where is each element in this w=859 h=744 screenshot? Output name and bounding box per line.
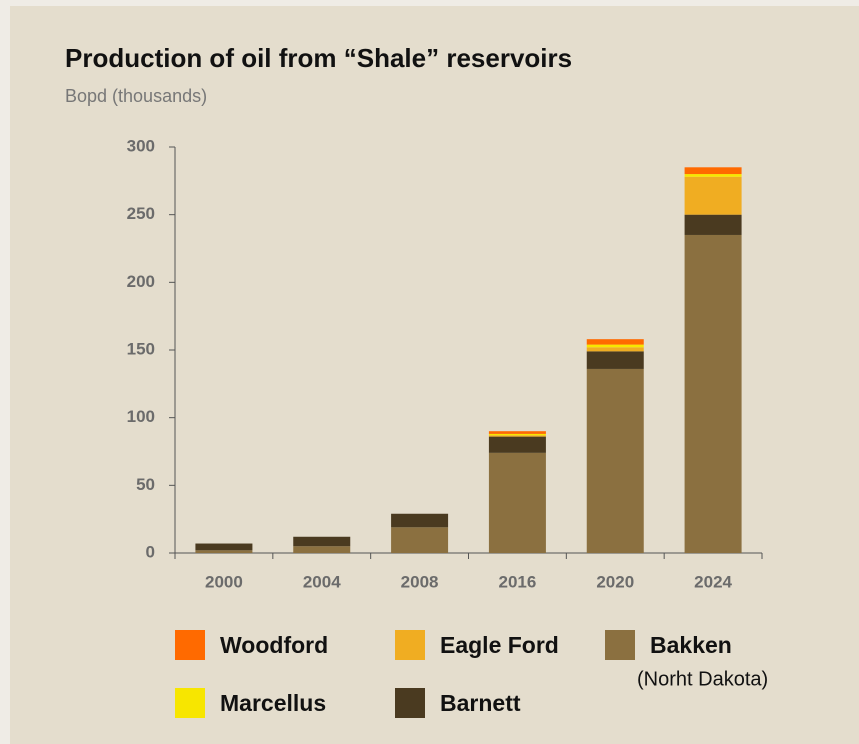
legend-note: (Norht Dakota) — [637, 668, 768, 690]
legend-label: Bakken — [650, 632, 732, 658]
legend-label: Woodford — [220, 632, 328, 658]
y-tick-label: 50 — [136, 475, 155, 494]
bar-segment — [684, 167, 742, 175]
chart-title: Production of oil from “Shale” reservoir… — [65, 43, 572, 73]
legend-label: Barnett — [440, 690, 521, 716]
bar-segment — [586, 344, 644, 348]
x-tick-label: 2016 — [499, 572, 537, 591]
legend-label: Eagle Ford — [440, 632, 559, 658]
chart-subtitle: Bopd (thousands) — [65, 86, 207, 106]
x-tick-label: 2008 — [401, 572, 439, 591]
bar-segment — [684, 214, 742, 235]
y-tick-label: 250 — [127, 204, 155, 223]
bar-segment — [684, 176, 742, 215]
legend-swatch — [395, 630, 425, 660]
x-tick-label: 2020 — [596, 572, 634, 591]
bar-segment — [684, 174, 742, 177]
bar-segment — [195, 543, 253, 551]
bar-segment — [586, 351, 644, 369]
legend-swatch — [175, 688, 205, 718]
y-tick-label: 100 — [127, 407, 155, 426]
legend-swatch — [605, 630, 635, 660]
legend-label: Marcellus — [220, 690, 326, 716]
bar-segment — [684, 234, 742, 553]
x-tick-label: 2004 — [303, 572, 341, 591]
bar-segment — [195, 550, 253, 553]
y-tick-label: 150 — [127, 339, 155, 358]
x-tick-label: 2024 — [694, 572, 732, 591]
y-tick-label: 300 — [127, 136, 155, 155]
bar-segment — [488, 431, 546, 434]
bar-segment — [293, 536, 351, 547]
legend-swatch — [395, 688, 425, 718]
bar-segment — [488, 452, 546, 553]
bar-segment — [391, 527, 449, 553]
y-tick-label: 200 — [127, 272, 155, 291]
bar-segment — [586, 368, 644, 553]
y-tick-label: 0 — [146, 542, 155, 561]
legend-swatch — [175, 630, 205, 660]
bar-segment — [293, 546, 351, 553]
x-tick-label: 2000 — [205, 572, 243, 591]
bar-segment — [488, 433, 546, 436]
bar-segment — [391, 513, 449, 528]
bar-segment — [586, 347, 644, 352]
bar-segment — [488, 435, 546, 437]
bar-segment — [488, 436, 546, 453]
bar-segment — [586, 339, 644, 345]
